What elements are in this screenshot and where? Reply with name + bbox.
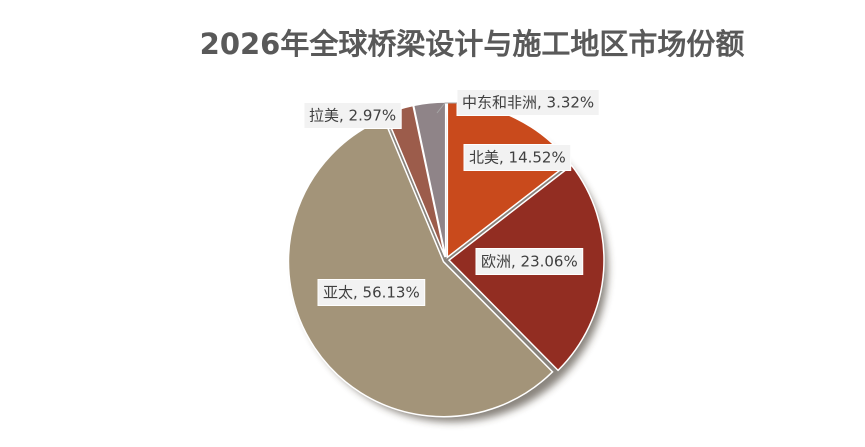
data-label: 北美, 14.52% — [469, 149, 566, 167]
data-label: 欧洲, 23.06% — [481, 253, 578, 271]
pie-slice — [412, 101, 447, 258]
pie-slice — [287, 117, 554, 418]
data-label-box — [475, 248, 584, 275]
data-label-box — [303, 102, 402, 129]
data-label: 拉美, 2.97% — [309, 107, 396, 125]
data-label-box — [317, 279, 426, 306]
data-label-box — [463, 144, 572, 171]
data-label: 亚太, 56.13% — [323, 284, 420, 302]
data-label: 中东和非洲, 3.32% — [462, 94, 594, 112]
chart-title: 2026年全球桥梁设计与施工地区市场份额 — [200, 27, 745, 61]
data-label-box — [456, 89, 600, 116]
leader-line — [436, 102, 457, 114]
